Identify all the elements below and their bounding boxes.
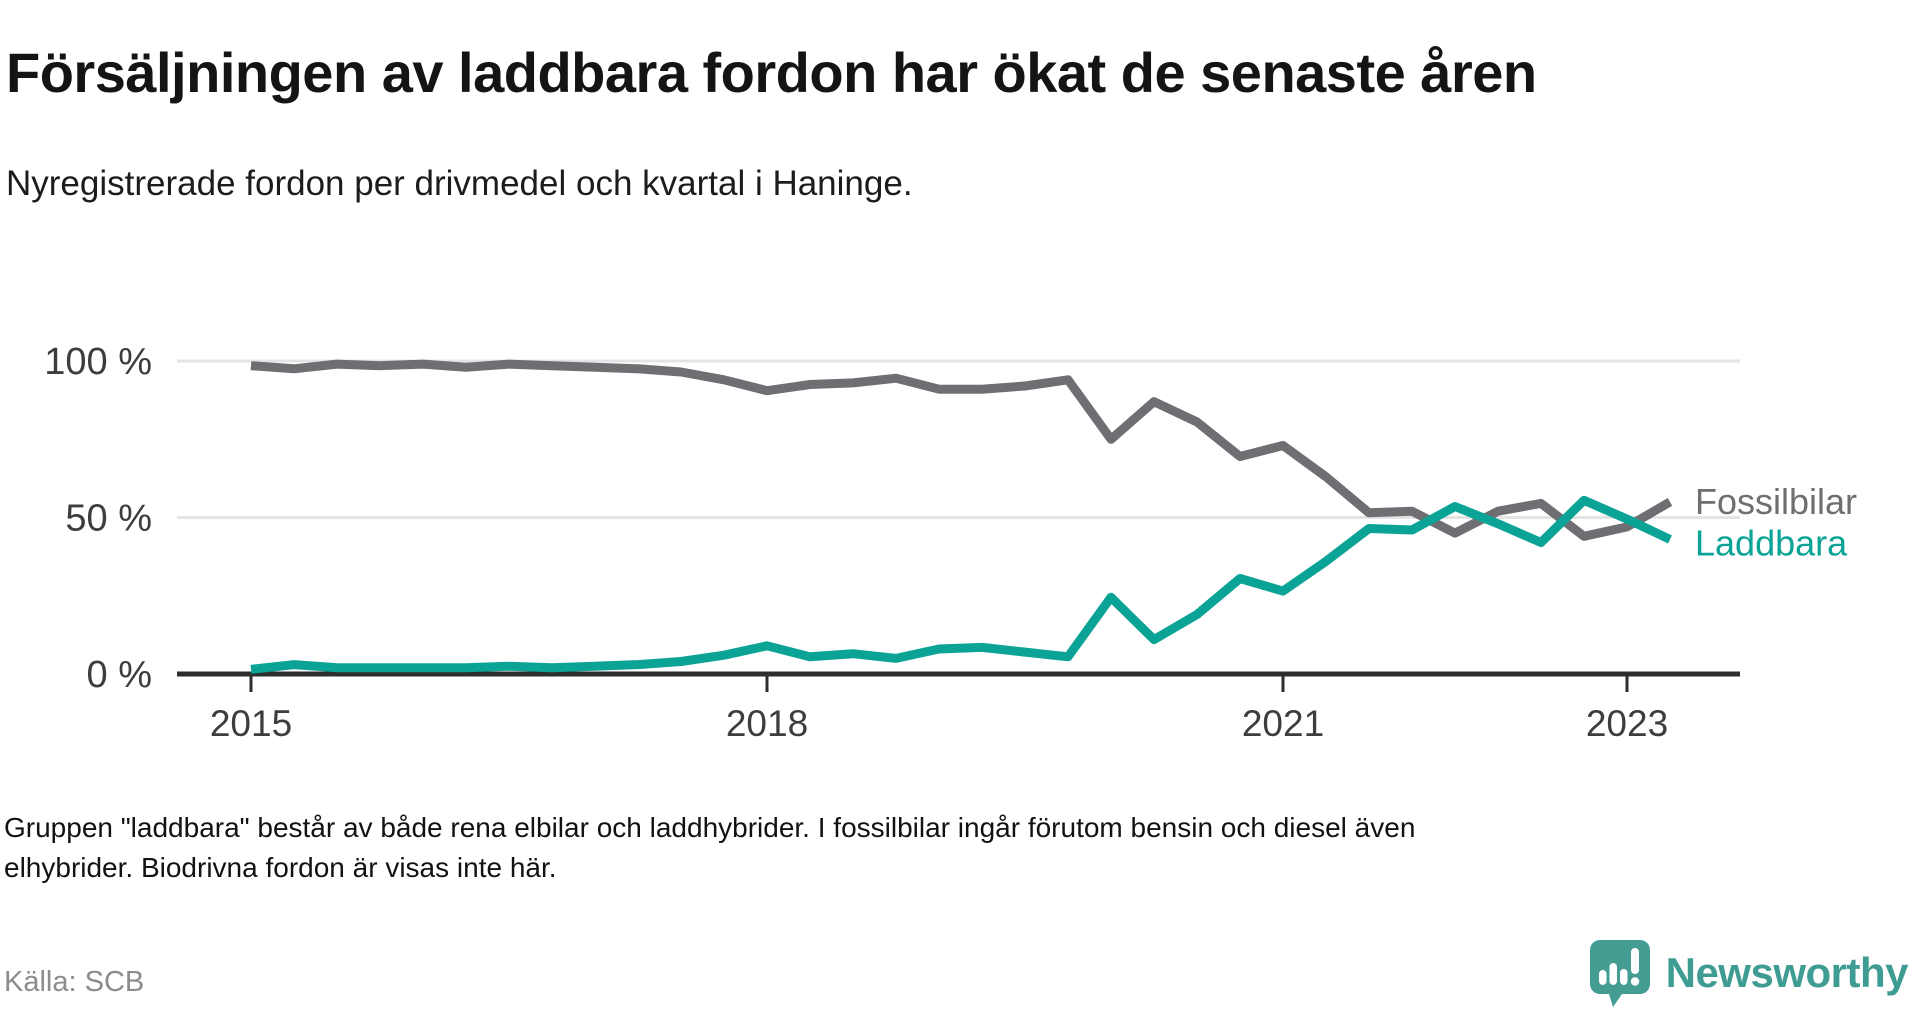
page-title: Försäljningen av laddbara fordon har öka… bbox=[6, 40, 1537, 104]
y-axis-label-0: 0 % bbox=[87, 654, 152, 696]
series-label-laddbara: Laddbara bbox=[1695, 522, 1848, 563]
y-axis-label-100: 100 % bbox=[44, 341, 152, 383]
x-tick-label-2015: 2015 bbox=[210, 703, 292, 744]
source-label: Källa: SCB bbox=[4, 966, 145, 998]
newsworthy-logo-icon bbox=[1588, 938, 1652, 1008]
chart-subtitle: Nyregistrerade fordon per drivmedel och … bbox=[6, 164, 913, 203]
newsworthy-logo: Newsworthy bbox=[1588, 938, 1909, 1008]
newsworthy-logo-text: Newsworthy bbox=[1665, 949, 1909, 996]
x-tick-label-2023: 2023 bbox=[1586, 703, 1668, 744]
x-tick-label-2018: 2018 bbox=[726, 703, 808, 744]
series-label-fossilbilar: Fossilbilar bbox=[1695, 481, 1857, 522]
x-tick-label-2021: 2021 bbox=[1242, 703, 1324, 744]
chart-footnote: Gruppen "laddbara" består av både rena e… bbox=[4, 812, 1416, 883]
y-axis-label-50: 50 % bbox=[65, 498, 152, 540]
chart-svg: 0 % 50 % 100 % 2015 2018 2021 2023 FossilbilarL… bbox=[44, 341, 1857, 744]
series-line-laddbara bbox=[250, 495, 1672, 674]
